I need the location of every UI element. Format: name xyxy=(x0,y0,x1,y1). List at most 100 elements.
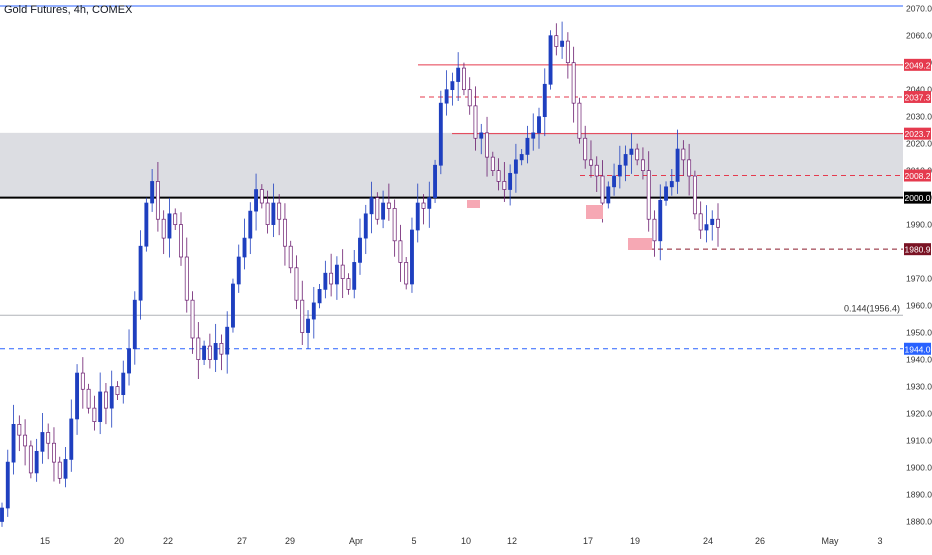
candle-body xyxy=(259,189,264,204)
x-tick-label: 5 xyxy=(411,536,416,546)
candle-body xyxy=(277,202,282,220)
y-tick-label: 1920.0 xyxy=(906,409,932,419)
candle-body xyxy=(317,289,322,304)
candle-body xyxy=(583,137,588,161)
candle-body xyxy=(635,148,640,161)
candle-body xyxy=(5,461,10,509)
candle-body xyxy=(346,278,351,290)
candle-body xyxy=(565,40,570,64)
candle-body xyxy=(513,159,518,174)
candle-body xyxy=(473,105,478,139)
x-tick-label: 20 xyxy=(114,536,124,546)
candle-body xyxy=(358,237,362,263)
candle-body xyxy=(57,461,62,479)
candle-body xyxy=(560,40,565,47)
price-tag-label: 2049.2 xyxy=(905,60,931,70)
candle-body xyxy=(138,245,143,301)
y-tick-label: 1890.0 xyxy=(906,490,932,500)
candle-body xyxy=(704,224,709,231)
candle-body xyxy=(190,299,195,339)
candle-body xyxy=(589,159,593,166)
x-tick-label: 12 xyxy=(507,536,517,546)
candle-body xyxy=(681,148,686,161)
candle-body xyxy=(687,159,692,177)
price-tag-label: 2000.0 xyxy=(905,193,931,203)
candle-body xyxy=(254,189,259,212)
candle-body xyxy=(219,343,224,355)
candle-body xyxy=(115,386,120,396)
candle-body xyxy=(410,229,414,285)
candle-body xyxy=(63,459,68,479)
x-tick-label: 29 xyxy=(285,536,295,546)
price-tag xyxy=(904,342,931,355)
candle-body xyxy=(311,302,316,320)
chart-title: Gold Futures, 4h, COMEX xyxy=(4,4,133,16)
candle-body xyxy=(467,89,472,107)
price-tag xyxy=(904,90,931,103)
candle-body xyxy=(334,264,339,285)
candle-body xyxy=(438,102,443,166)
y-tick-label: 1950.0 xyxy=(906,328,932,338)
candle-body xyxy=(554,35,559,47)
candle-body xyxy=(202,345,207,360)
candle-body xyxy=(155,181,160,220)
price-tag-label: 1944.0 xyxy=(905,344,931,354)
candle-body xyxy=(375,197,380,220)
x-tick-label: 26 xyxy=(755,536,765,546)
candle-body xyxy=(248,210,253,239)
y-tick-label: 2070.0 xyxy=(906,4,932,14)
candle-body xyxy=(127,348,131,374)
candle-body xyxy=(80,372,85,390)
swing-low-marker xyxy=(628,238,652,250)
candle-body xyxy=(207,345,212,360)
candle-body xyxy=(496,170,501,182)
candle-body xyxy=(323,272,328,290)
candle-body xyxy=(23,434,28,447)
candle-body xyxy=(288,245,293,269)
price-tag-label: 2037.3 xyxy=(905,92,931,102)
candle-body xyxy=(109,386,114,409)
candle-body xyxy=(675,148,680,182)
candle-body xyxy=(606,186,611,204)
price-tag xyxy=(904,169,931,182)
resistance-zone xyxy=(0,132,903,198)
candle-body xyxy=(86,388,91,409)
candle-body xyxy=(479,132,484,139)
candle-body xyxy=(213,343,218,360)
candle-body xyxy=(17,423,22,436)
y-tick-label: 1880.0 xyxy=(906,517,932,527)
candle-body xyxy=(508,172,513,190)
candle-body xyxy=(363,213,368,239)
candle-body xyxy=(531,132,536,139)
candle-body xyxy=(519,154,524,161)
y-tick-label: 2020.0 xyxy=(906,139,932,149)
y-tick-label: 1960.0 xyxy=(906,301,932,311)
candle-body xyxy=(485,132,489,158)
candle-body xyxy=(461,67,466,91)
candle-body xyxy=(300,299,305,333)
candle-body xyxy=(236,256,241,285)
candle-body xyxy=(46,432,51,444)
candle-body xyxy=(652,218,657,242)
y-tick-label: 1990.0 xyxy=(906,220,932,230)
candle-body xyxy=(0,507,4,522)
candle-body xyxy=(577,102,582,139)
candle-body xyxy=(75,372,80,420)
candle-body xyxy=(433,164,438,198)
candle-body xyxy=(352,262,357,290)
x-tick-label: 19 xyxy=(630,536,640,546)
y-tick-label: 2040.0 xyxy=(906,85,932,95)
x-tick-label: 27 xyxy=(237,536,247,546)
x-tick-label: May xyxy=(821,536,839,546)
x-tick-label: 3 xyxy=(877,536,882,546)
candle-body xyxy=(225,326,230,355)
candle-body xyxy=(664,186,668,201)
candle-body xyxy=(173,213,178,225)
candle-body xyxy=(103,391,108,409)
y-tick-label: 1900.0 xyxy=(906,463,932,473)
candle-body xyxy=(381,202,386,220)
candle-body xyxy=(28,445,33,474)
price-tag xyxy=(904,127,931,140)
